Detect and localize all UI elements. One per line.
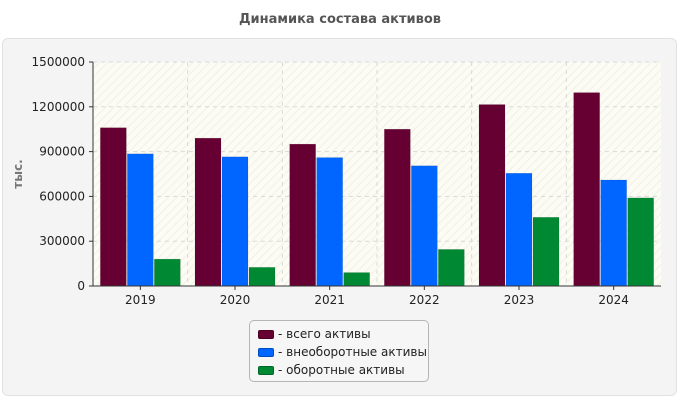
- legend-item-noncurrent: - внеоборотные активы: [258, 343, 428, 361]
- bar-2023-series-2: [532, 217, 560, 287]
- chart-legend: - всего активы - внеоборотные активы - о…: [249, 320, 429, 382]
- chart-title: Динамика состава активов: [238, 12, 442, 27]
- bar-2020-series-1: [221, 156, 249, 287]
- x-tick-label: 2024: [598, 293, 629, 307]
- legend-swatch-noncurrent: [258, 347, 274, 357]
- bars: [100, 92, 654, 287]
- x-tick-label: 2020: [220, 293, 251, 307]
- bar-2019-series-2: [154, 258, 181, 287]
- x-tick-label: 2022: [409, 293, 440, 307]
- y-tick-label: 1200000: [32, 100, 85, 114]
- x-tick-label: 2021: [314, 293, 345, 307]
- y-tick-label: 900000: [39, 145, 85, 159]
- legend-item-current: - оборотные активы: [258, 361, 428, 379]
- bar-2024-series-0: [573, 92, 600, 287]
- legend-item-total: - всего активы: [258, 325, 428, 343]
- bar-2021-series-2: [343, 272, 370, 287]
- bar-2022-series-2: [438, 249, 465, 287]
- bar-2020-series-2: [248, 267, 276, 287]
- bar-2024-series-2: [627, 197, 654, 287]
- axes: 0 300000 600000 900000 1200000 1500000 2019 202…: [32, 55, 661, 307]
- grid-lines: [93, 61, 661, 286]
- bar-2022-series-1: [411, 165, 438, 287]
- bar-2023-series-1: [505, 173, 533, 287]
- legend-swatch-total: [258, 329, 274, 339]
- legend-label-total: - всего активы: [278, 327, 371, 341]
- bar-2020-series-0: [194, 137, 222, 287]
- bar-2021-series-1: [316, 157, 343, 287]
- bar-2023-series-0: [478, 104, 506, 287]
- x-tick-label: 2019: [125, 293, 156, 307]
- y-axis-label: тыс.: [11, 159, 25, 188]
- y-tick-label: 1500000: [32, 55, 85, 69]
- y-tick-label: 300000: [39, 234, 85, 248]
- legend-swatch-current: [258, 365, 274, 375]
- bar-2021-series-0: [289, 143, 316, 287]
- legend-label-current: - оборотные активы: [278, 363, 405, 377]
- x-tick-label: 2023: [504, 293, 535, 307]
- bar-2024-series-1: [600, 179, 627, 287]
- bar-2019-series-1: [127, 153, 154, 287]
- bar-2019-series-0: [100, 127, 127, 287]
- y-tick-label: 600000: [39, 189, 85, 203]
- bar-2022-series-0: [384, 128, 411, 287]
- y-tick-label: 0: [77, 279, 85, 293]
- legend-label-noncurrent: - внеоборотные активы: [278, 345, 427, 359]
